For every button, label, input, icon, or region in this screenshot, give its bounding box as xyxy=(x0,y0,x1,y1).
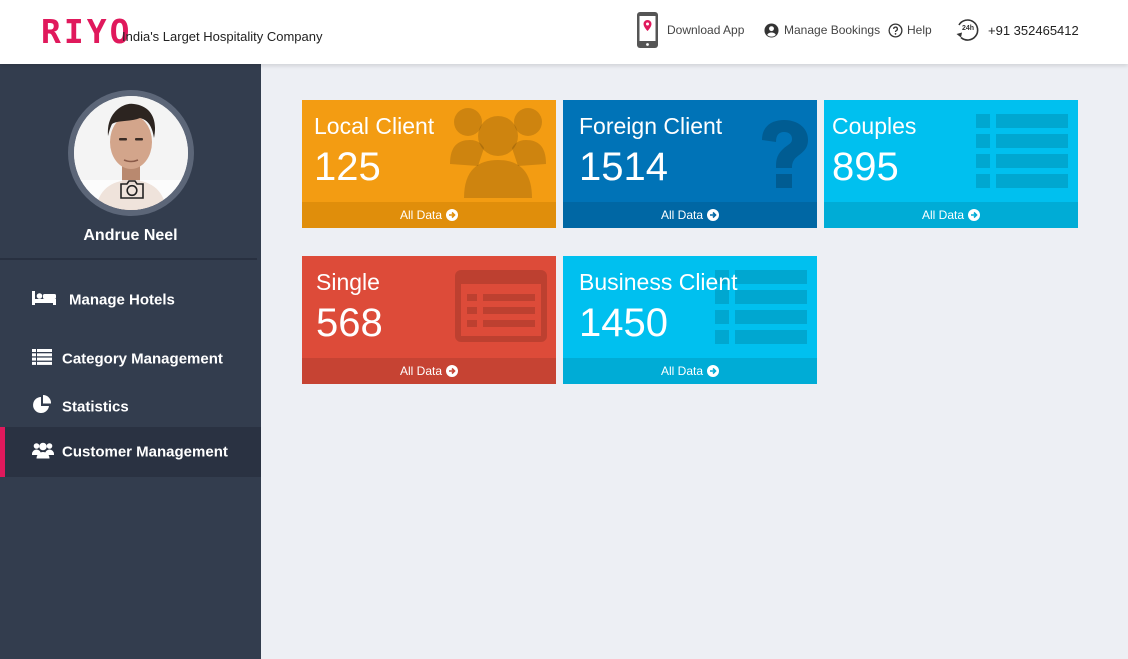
sidebar-item-label: Statistics xyxy=(62,398,129,416)
card-title: Business Client xyxy=(579,269,738,295)
card-couples[interactable]: Couples 895 All Data xyxy=(824,100,1078,228)
card-value: 1450 xyxy=(579,301,668,345)
users-icon xyxy=(448,106,548,205)
download-app-link[interactable]: Download App xyxy=(636,10,744,50)
card-footer-label: All Data xyxy=(921,208,965,222)
arrow-circle-right-icon xyxy=(707,365,720,377)
sidebar-item-customer-management[interactable]: Customer Management xyxy=(0,427,261,477)
support-phone-number: +91 352465412 xyxy=(988,22,1079,38)
card-footer-label: All Data xyxy=(399,364,443,378)
card-footer-label: All Data xyxy=(660,208,704,222)
sidebar-item-label: Manage Hotels xyxy=(69,291,175,309)
help-link[interactable]: Help xyxy=(888,10,932,50)
card-value: 1514 xyxy=(579,145,668,189)
brand-logo[interactable]: RIYO xyxy=(41,12,133,51)
list-icon xyxy=(32,349,52,369)
card-local-client[interactable]: Local Client 125 All Data xyxy=(302,100,556,228)
avatar xyxy=(74,96,188,210)
sidebar-item-statistics[interactable]: Statistics xyxy=(0,382,261,432)
sidebar-item-label: Category Management xyxy=(62,350,223,368)
download-app-label: Download App xyxy=(667,23,745,37)
support-phone[interactable]: 24h +91 352465412 xyxy=(955,10,1079,50)
arrow-circle-right-icon xyxy=(446,209,459,221)
arrow-circle-right-icon xyxy=(707,209,720,221)
card-value: 568 xyxy=(316,301,383,345)
support-24h-badge: 24h xyxy=(961,25,975,32)
profile-avatar xyxy=(68,90,194,216)
question-icon xyxy=(758,118,810,195)
brand-tagline: India's Larget Hospitality Company xyxy=(122,29,323,44)
id-card-icon xyxy=(455,270,547,347)
pie-chart-icon xyxy=(32,394,52,419)
card-footer-label: All Data xyxy=(660,364,704,378)
manage-bookings-link[interactable]: Manage Bookings xyxy=(764,10,880,50)
card-title: Couples xyxy=(832,113,917,139)
list-icon xyxy=(715,270,807,349)
list-icon xyxy=(976,114,1068,193)
manage-bookings-label: Manage Bookings xyxy=(784,23,881,37)
card-title: Local Client xyxy=(314,113,435,139)
help-icon xyxy=(888,22,903,38)
users-icon xyxy=(32,441,54,463)
bed-icon xyxy=(32,290,56,310)
card-title: Foreign Client xyxy=(579,113,723,139)
top-header: RIYO India's Larget Hospitality Company … xyxy=(0,0,1128,64)
sidebar-divider xyxy=(0,258,257,260)
card-foreign-client[interactable]: Foreign Client 1514 All Data xyxy=(563,100,817,228)
all-data-link[interactable]: All Data xyxy=(824,202,1078,228)
arrow-circle-right-icon xyxy=(446,365,459,377)
all-data-link[interactable]: All Data xyxy=(302,202,556,228)
mobile-phone-icon xyxy=(636,11,659,49)
sidebar: Andrue Neel Manage Hotels Category Manag… xyxy=(0,64,261,659)
card-value: 895 xyxy=(832,145,899,189)
card-value: 125 xyxy=(314,145,381,189)
sidebar-item-label: Customer Management xyxy=(62,443,228,461)
camera-icon[interactable] xyxy=(118,178,146,205)
user-name: Andrue Neel xyxy=(83,227,178,244)
card-title: Single xyxy=(316,269,380,295)
sidebar-item-category-management[interactable]: Category Management xyxy=(0,334,261,384)
card-business-client[interactable]: Business Client 1450 All Data xyxy=(563,256,817,384)
support-24h-icon: 24h xyxy=(955,17,981,43)
sidebar-item-manage-hotels[interactable]: Manage Hotels xyxy=(0,275,261,325)
all-data-link[interactable]: All Data xyxy=(302,358,556,384)
help-label: Help xyxy=(907,23,932,37)
card-footer-label: All Data xyxy=(399,208,443,222)
user-circle-icon xyxy=(764,22,779,38)
all-data-link[interactable]: All Data xyxy=(563,358,817,384)
card-single[interactable]: Single 568 All Data xyxy=(302,256,556,384)
all-data-link[interactable]: All Data xyxy=(563,202,817,228)
arrow-circle-right-icon xyxy=(968,209,981,221)
